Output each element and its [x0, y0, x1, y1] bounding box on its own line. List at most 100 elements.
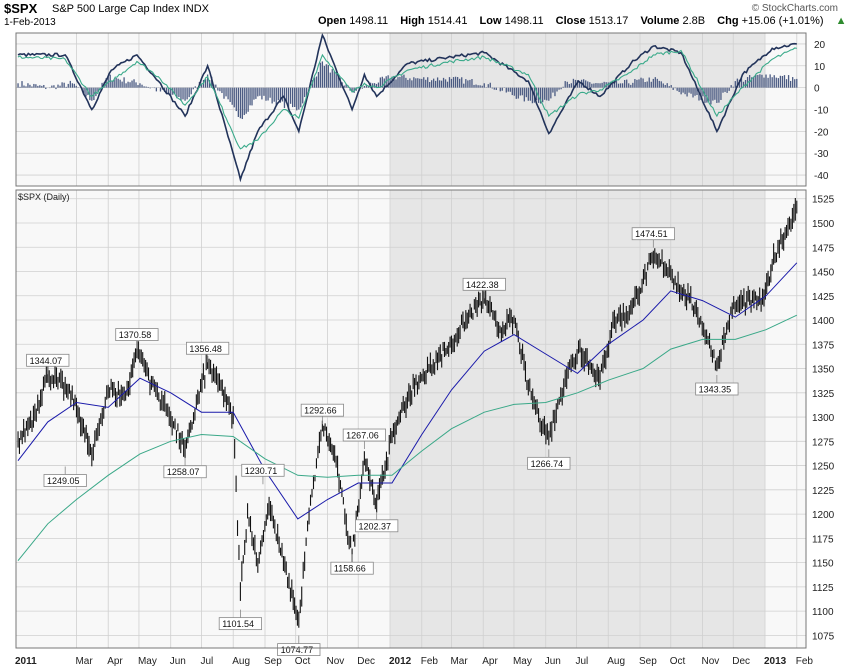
annotation-box [355, 519, 399, 533]
y-tick-label: 1475 [812, 243, 835, 254]
chart-date: 1-Feb-2013 [4, 17, 56, 28]
x-tick-label: Jul [200, 656, 213, 667]
index-name-text: S&P 500 Large Cap Index [52, 3, 180, 15]
annotation-label: 1230.71 [245, 466, 278, 476]
annotation-box [342, 428, 386, 442]
price-border [15, 189, 807, 649]
price-panel-title: $SPX (Daily) [18, 192, 70, 202]
x-tick-label: Feb [796, 656, 814, 667]
y-tick-label: 1150 [812, 559, 834, 570]
x-tick-label: Oct [295, 656, 311, 667]
y-tick-label: 1350 [812, 365, 835, 376]
price-shaded-year [389, 190, 766, 648]
annotation-label: 1158.66 [334, 564, 366, 574]
annotation-box [218, 617, 262, 631]
x-tick-label: Apr [482, 656, 498, 667]
x-tick-label: May [513, 656, 532, 667]
y-tick-label: 1450 [812, 268, 835, 279]
x-tick-label: Oct [670, 656, 686, 667]
chart-symbol: $SPX [4, 1, 38, 16]
y-tick-label: 20 [814, 40, 826, 51]
change-value: +15.06 (+1.01%) [741, 15, 824, 27]
y-tick-label: 10 [814, 62, 826, 73]
annotation-box [115, 328, 159, 341]
y-tick-label: 0 [814, 84, 820, 95]
x-tick-label: 2012 [389, 656, 412, 667]
high-value: 1514.41 [427, 15, 468, 27]
annotation-box [186, 341, 230, 355]
annotation-label: 1101.54 [222, 619, 254, 629]
x-tick-label: Dec [732, 656, 750, 667]
annotation-label: 1344.07 [30, 356, 63, 366]
x-tick-label: Jul [575, 656, 588, 667]
exchange-label: INDX [182, 3, 209, 15]
y-tick-label: 1175 [812, 534, 834, 545]
annotation-box [163, 465, 207, 479]
close-value: 1513.17 [588, 15, 629, 27]
annotation-box [330, 561, 374, 575]
x-tick-label: Mar [75, 656, 93, 667]
y-tick-label: 1375 [812, 340, 835, 351]
annotation-box [631, 227, 675, 241]
moving-average-50 [17, 262, 798, 520]
x-tick-label: Sep [639, 656, 657, 667]
annotation-label: 1370.58 [119, 330, 152, 340]
annotation-label: 1356.48 [189, 344, 222, 354]
annotation-box [300, 403, 344, 417]
annotation-box [277, 643, 321, 657]
x-tick-label: Dec [357, 656, 375, 667]
annotation-label: 1258.07 [167, 467, 200, 477]
y-tick-label: -10 [814, 106, 829, 117]
y-tick-label: 1275 [812, 437, 835, 448]
index-name: S&P 500 Large Cap Index INDX [52, 3, 209, 15]
annotation-label: 1249.05 [47, 476, 80, 486]
volume-value: 2.8B [682, 15, 706, 27]
x-tick-label: May [138, 656, 157, 667]
y-tick-label: 1250 [812, 462, 835, 473]
low-label: Low [479, 15, 502, 27]
indicator-signal-line [17, 47, 797, 150]
annotation-label: 1343.35 [699, 384, 732, 394]
up-arrow-icon: ▲ [835, 15, 847, 27]
ohlc-readout: Open 1498.11 High 1514.41 Low 1498.11 Cl… [318, 15, 847, 27]
x-tick-label: Jun [170, 656, 186, 667]
x-tick-label: Feb [421, 656, 439, 667]
x-tick-label: Aug [607, 656, 625, 667]
annotation-box [241, 463, 285, 477]
y-tick-label: 1075 [812, 631, 835, 642]
annotation-label: 1074.77 [281, 645, 314, 655]
x-tick-label: 2011 [15, 656, 37, 667]
y-tick-label: 1400 [812, 316, 835, 327]
y-tick-label: -40 [814, 171, 829, 182]
y-tick-label: 1325 [812, 389, 835, 400]
annotation-box [462, 277, 506, 291]
credit-label: © StockCharts.com [751, 3, 838, 14]
y-tick-label: 1200 [812, 510, 835, 521]
close-label: Close [555, 15, 586, 27]
price-panel: 1525 1500 1475 1450 1425 1400 1375 1350 1325 1300… [15, 189, 835, 657]
annotation-label: 1266.74 [531, 459, 564, 469]
annotation-box [527, 456, 571, 470]
annotation-box [26, 353, 70, 367]
high-label: High [400, 15, 425, 27]
y-tick-label: 1225 [812, 486, 835, 497]
annotation-box [43, 474, 87, 487]
y-tick-label: -20 [814, 127, 829, 138]
x-tick-label: Apr [107, 656, 123, 667]
date-axis: 2011 Mar Apr May Jun Jul Aug Sep Oct Nov Dec 2012 Fe… [15, 656, 813, 667]
annotation-label: 1267.06 [346, 431, 379, 441]
y-tick-label: 1525 [812, 195, 835, 206]
open-value: 1498.11 [349, 15, 389, 27]
x-tick-label: Mar [450, 656, 468, 667]
y-tick-label: 1100 [812, 607, 834, 618]
open-label: Open [318, 15, 347, 27]
indicator-panel: 20 10 0 -10 -20 -30 -40 [15, 32, 829, 187]
y-tick-label: -30 [814, 149, 829, 160]
y-tick-label: 1125 [812, 583, 834, 594]
annotation-label: 1474.51 [635, 229, 668, 239]
annotation-box [695, 382, 739, 396]
y-tick-label: 1500 [812, 219, 835, 230]
x-tick-label: Nov [702, 656, 720, 667]
annotation-label: 1292.66 [304, 406, 337, 416]
